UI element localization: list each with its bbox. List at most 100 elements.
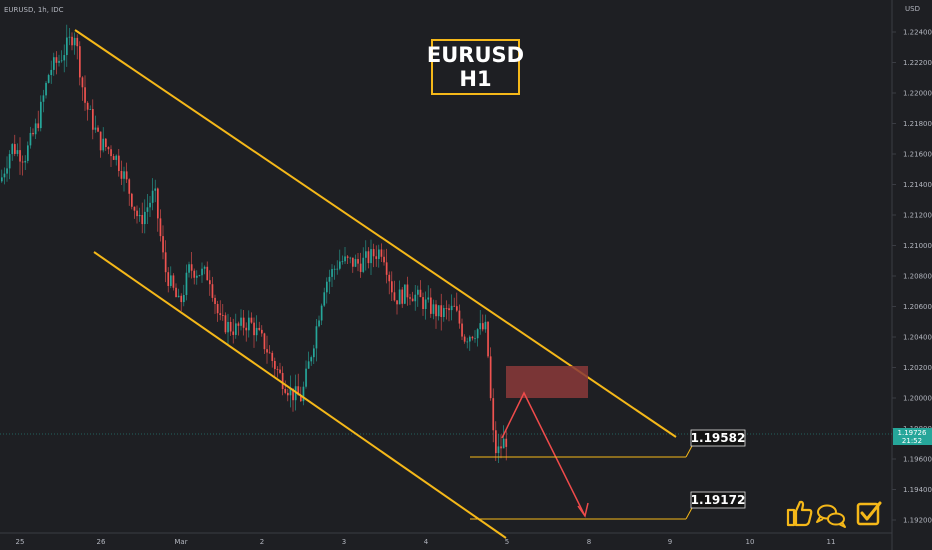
- candle-body: [333, 268, 336, 270]
- candle-body: [170, 275, 172, 286]
- candle-body: [14, 144, 16, 154]
- candle-body: [495, 430, 497, 454]
- candle-body: [240, 317, 242, 326]
- candle-body: [307, 361, 310, 369]
- candle-body: [357, 259, 359, 264]
- level-label-box-2: [690, 491, 746, 509]
- candle-body: [492, 398, 495, 431]
- candle-body: [396, 300, 398, 305]
- candle-body: [456, 306, 458, 311]
- candle-body: [21, 161, 24, 163]
- candle-body: [71, 36, 73, 46]
- currency-label: USD: [905, 5, 920, 13]
- price-tick-label: 1.21800: [903, 120, 932, 128]
- candle-body: [331, 269, 333, 277]
- candle-body: [112, 156, 115, 160]
- candle-body: [318, 320, 320, 327]
- chat-icon[interactable]: [816, 504, 846, 528]
- candle-body: [29, 132, 32, 146]
- candle-body: [461, 323, 463, 337]
- candle-body: [237, 323, 240, 326]
- candle-body: [294, 386, 297, 401]
- candles: [1, 24, 508, 463]
- candle-body: [66, 37, 68, 56]
- candle-body: [435, 304, 437, 317]
- candle-body: [24, 160, 27, 163]
- candle-body: [375, 256, 378, 259]
- candle-body: [177, 295, 180, 298]
- candle-body: [341, 261, 344, 263]
- candle-body: [424, 299, 427, 310]
- candle-body: [354, 259, 357, 267]
- candle-body: [37, 123, 40, 129]
- candle-body: [401, 289, 404, 304]
- projection-arrowhead: [577, 502, 589, 518]
- time-axis: 25 26 Mar 2 3 4 5 8 9 10 11: [16, 538, 836, 546]
- candle-body: [248, 317, 250, 331]
- channel-lower-line: [93, 251, 507, 539]
- level-connector-2: [685, 507, 693, 520]
- checkbox-icon[interactable]: [856, 501, 882, 526]
- candle-body: [45, 82, 47, 96]
- candle-body: [107, 147, 110, 150]
- candle-body: [458, 310, 461, 324]
- candle-body: [474, 338, 476, 340]
- thumbs-up-icon[interactable]: [786, 500, 813, 527]
- candle-body: [47, 75, 50, 83]
- candle-body: [154, 188, 157, 191]
- candle-body: [73, 37, 76, 46]
- candle-body: [216, 303, 219, 314]
- candle-body: [157, 188, 159, 219]
- candle-body: [349, 257, 352, 259]
- candle-body: [131, 193, 133, 207]
- candle-body: [484, 321, 487, 330]
- candle-body: [89, 109, 92, 110]
- candle-body: [279, 369, 281, 373]
- candle-body: [141, 214, 144, 225]
- candle-body: [370, 249, 372, 264]
- candle-body: [445, 308, 448, 309]
- candle-body: [235, 323, 237, 335]
- candle-body: [479, 323, 482, 330]
- candle-body: [232, 331, 235, 335]
- candle-body: [292, 388, 294, 401]
- candle-body: [336, 268, 339, 270]
- candle-body: [489, 356, 492, 399]
- time-tick-label: 10: [746, 538, 755, 546]
- time-tick-label: 26: [97, 538, 106, 546]
- candle-body: [352, 257, 354, 267]
- candle-body: [105, 138, 107, 148]
- candle-body: [300, 395, 302, 402]
- candle-body: [63, 55, 66, 61]
- candle-body: [201, 268, 203, 276]
- level-connector-1: [685, 445, 693, 458]
- candle-body: [110, 149, 112, 157]
- candle-body: [242, 317, 245, 328]
- candle-body: [398, 289, 401, 305]
- candle-body: [164, 252, 167, 273]
- candle-body: [437, 305, 440, 317]
- candle-body: [313, 348, 315, 358]
- title-box: [431, 39, 520, 95]
- candle-body: [172, 275, 175, 288]
- candle-body: [222, 315, 224, 316]
- candle-body: [326, 281, 328, 293]
- candle-body: [315, 326, 318, 349]
- candle-body: [469, 336, 471, 342]
- price-tick-label: 1.22000: [903, 90, 932, 98]
- candle-body: [136, 210, 138, 217]
- candle-body: [128, 179, 131, 194]
- candle-body: [297, 386, 300, 396]
- price-tick-label: 1.19400: [903, 486, 932, 494]
- candle-body: [146, 207, 149, 212]
- price-tick-label: 1.20000: [903, 395, 932, 403]
- price-tick-label: 1.22200: [903, 59, 932, 67]
- candle-body: [125, 171, 128, 180]
- candle-body: [471, 336, 474, 339]
- candle-body: [414, 294, 417, 302]
- candle-body: [302, 386, 305, 402]
- candle-body: [175, 287, 177, 298]
- candle-body: [346, 256, 349, 258]
- candle-body: [214, 297, 216, 304]
